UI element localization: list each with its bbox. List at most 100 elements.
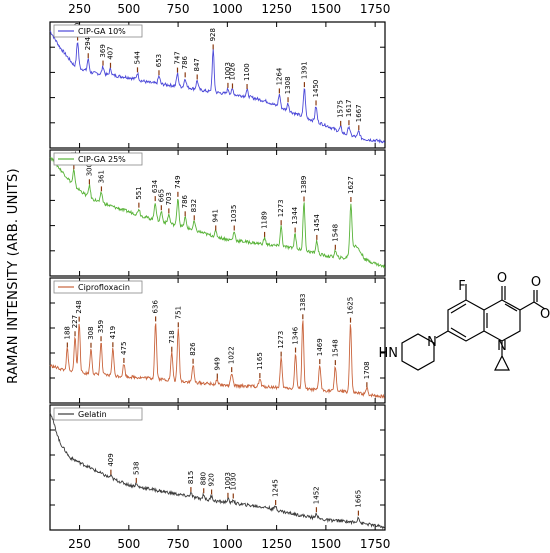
ring-n-quinolone-label: N bbox=[497, 339, 507, 354]
peak-label: 653 bbox=[155, 54, 163, 67]
peak-label: 369 bbox=[99, 44, 107, 57]
panel-legend: CIP-GA 10% bbox=[53, 24, 143, 38]
peak-label: 1026 bbox=[228, 62, 236, 80]
x-tick-label-bottom: 500 bbox=[117, 537, 140, 551]
legend-label: CIP-GA 25% bbox=[78, 155, 126, 164]
panel-frame bbox=[49, 149, 386, 277]
peak-label: 1450 bbox=[312, 80, 320, 98]
peak-label: 949 bbox=[213, 357, 221, 370]
peak-label: 1667 bbox=[355, 104, 363, 122]
panel-frame bbox=[49, 277, 386, 404]
ketone-oxygen-label: O bbox=[497, 271, 507, 286]
peak-label: 1245 bbox=[272, 479, 280, 497]
x-tick-label-bottom: 250 bbox=[68, 537, 91, 551]
x-tick-label-bottom: 1750 bbox=[360, 537, 391, 551]
peak-label: 832 bbox=[190, 199, 198, 212]
amine-label: HN bbox=[379, 346, 399, 361]
peak-label: 1165 bbox=[256, 352, 264, 370]
x-tick-label-top: 500 bbox=[117, 2, 140, 16]
x-tick-label-bottom: 1500 bbox=[311, 537, 342, 551]
peak-label: 1308 bbox=[284, 76, 292, 94]
spectrum-panel: 2213003615516346657037497868329411035118… bbox=[49, 149, 386, 277]
legend-label: Gelatin bbox=[78, 410, 107, 419]
peak-label: 1264 bbox=[275, 67, 283, 85]
peak-label: 665 bbox=[157, 189, 165, 202]
peak-label: 786 bbox=[181, 194, 189, 208]
peak-label: 361 bbox=[97, 170, 105, 183]
peak-label: 407 bbox=[106, 46, 114, 59]
legend-box bbox=[53, 24, 143, 38]
legend-box bbox=[53, 407, 143, 421]
peak-label: 1548 bbox=[331, 339, 339, 357]
peak-label: 188 bbox=[63, 326, 71, 339]
ring-n-left-label: N bbox=[427, 335, 437, 350]
peak-label: 409 bbox=[107, 453, 115, 466]
molecule-bonds bbox=[401, 284, 546, 371]
peak-label: 634 bbox=[151, 179, 159, 193]
legend-label: CIP-GA 10% bbox=[78, 27, 126, 36]
x-tick-label-top: 250 bbox=[68, 2, 91, 16]
peak-label: 227 bbox=[71, 315, 79, 328]
y-axis-label: RAMAN INTENSITY (ARB. UNITS) bbox=[6, 168, 21, 384]
x-tick-label-bottom: 1250 bbox=[261, 537, 292, 551]
peak-label: 1452 bbox=[312, 486, 320, 504]
x-tick-label-top: 1000 bbox=[212, 2, 243, 16]
molecule-labels: F O O OH N N HN bbox=[379, 271, 550, 361]
peak-label: 551 bbox=[135, 186, 143, 199]
peak-label: 300 bbox=[85, 163, 93, 176]
ciprofloxacin-structure bbox=[401, 284, 546, 371]
peak-label: 826 bbox=[189, 342, 197, 356]
x-tick-label-top: 1500 bbox=[311, 2, 342, 16]
peak-label: 1273 bbox=[277, 199, 285, 217]
peak-label: 941 bbox=[212, 209, 220, 222]
peak-label: 1035 bbox=[230, 205, 238, 223]
spectrum-line bbox=[49, 156, 386, 269]
peak-label: 1665 bbox=[354, 490, 362, 508]
peak-label: 544 bbox=[133, 50, 141, 64]
panel-legend: Gelatin bbox=[53, 407, 143, 421]
peak-label: 1030 bbox=[229, 473, 237, 491]
carboxyl-oxygen-label: O bbox=[531, 275, 541, 290]
panel-legend: Ciprofloxacin bbox=[53, 280, 143, 294]
peak-label: 248 bbox=[75, 300, 83, 313]
legend-box bbox=[53, 280, 143, 294]
legend-box bbox=[53, 152, 143, 166]
peak-label: 1708 bbox=[363, 361, 371, 379]
spectrum-line bbox=[49, 30, 386, 144]
peak-label: 920 bbox=[208, 473, 216, 486]
peak-label: 1189 bbox=[261, 211, 269, 229]
peak-label: 1575 bbox=[337, 100, 345, 118]
peak-label: 749 bbox=[174, 175, 182, 188]
top-axis-tick-labels: 250 500 750 1000 1250 1500 1750 bbox=[68, 2, 390, 16]
spectrum-panel: 2402943694075446537477868479281003102611… bbox=[49, 21, 386, 149]
x-tick-label-bottom: 1000 bbox=[212, 537, 243, 551]
peak-label: 1022 bbox=[228, 346, 236, 364]
peak-label: 747 bbox=[173, 51, 181, 64]
peak-label: 786 bbox=[181, 55, 189, 69]
peak-label: 308 bbox=[87, 326, 95, 339]
x-tick-label-top: 1250 bbox=[261, 2, 292, 16]
peak-label: 751 bbox=[174, 306, 182, 319]
peak-label: 880 bbox=[200, 472, 208, 485]
peak-label: 419 bbox=[109, 326, 117, 339]
peak-label: 847 bbox=[193, 58, 201, 71]
peak-label: 636 bbox=[152, 300, 160, 314]
peak-label: 1003 bbox=[224, 472, 232, 490]
panel-frame bbox=[49, 404, 386, 531]
peak-label: 1391 bbox=[300, 61, 308, 79]
peak-label: 475 bbox=[120, 342, 128, 355]
peak-label: 928 bbox=[209, 28, 217, 41]
panel-legend: CIP-GA 25% bbox=[53, 152, 143, 166]
x-tick-label-top: 750 bbox=[167, 2, 190, 16]
peak-label: 1344 bbox=[291, 206, 299, 224]
peak-label: 1346 bbox=[292, 326, 300, 344]
spectra-panels: 2402943694075446537477868479281003102611… bbox=[49, 21, 386, 531]
peak-label: 1383 bbox=[299, 293, 307, 311]
x-tick-label-top: 1750 bbox=[360, 2, 391, 16]
hydroxyl-label: OH bbox=[540, 307, 550, 322]
peak-label: 294 bbox=[84, 36, 92, 50]
peak-label: 1469 bbox=[316, 338, 324, 356]
peak-label: 1548 bbox=[331, 224, 339, 242]
x-tick-label-bottom: 750 bbox=[167, 537, 190, 551]
